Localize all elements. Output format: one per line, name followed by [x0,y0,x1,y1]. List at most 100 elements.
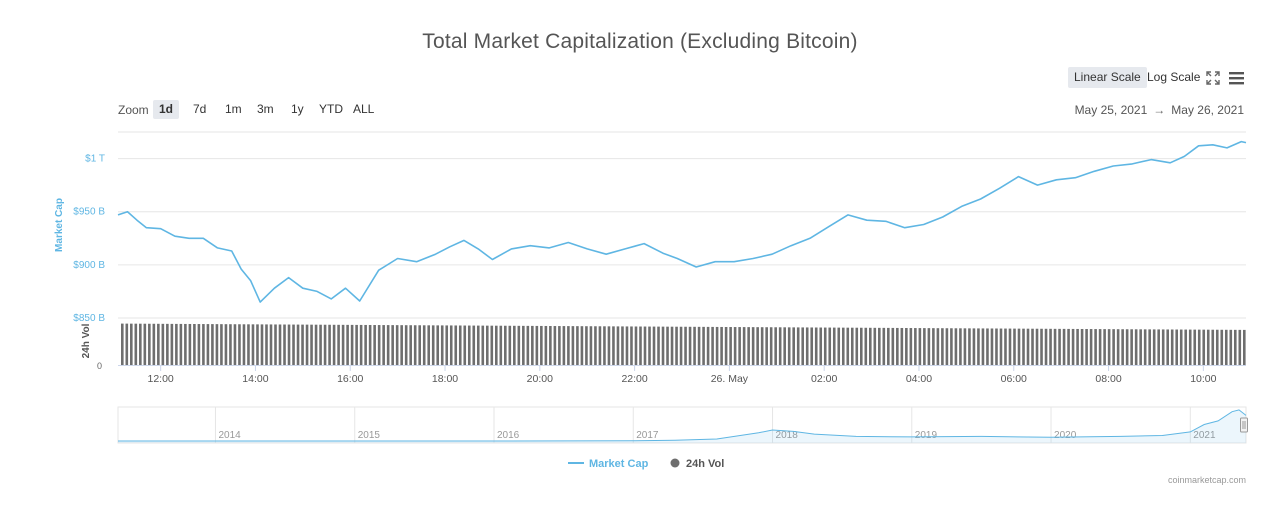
volume-bar [458,325,462,365]
zoom-ytd-button[interactable]: YTD [319,102,343,116]
volume-bar [720,326,723,365]
zoom-all-button[interactable]: ALL [353,102,375,116]
volume-bar [319,324,322,365]
volume-bar [1215,329,1219,365]
zoom-1m-button[interactable]: 1m [225,102,242,116]
volume-bar [950,328,953,365]
volume-bar [801,327,805,365]
volume-bar [328,324,331,365]
volume-bar [576,326,579,365]
volume-bar [1080,328,1084,365]
volume-bar [878,327,881,365]
volume-bar [796,327,800,365]
volume-bar [504,325,507,365]
volume-bar [1202,329,1206,365]
volume-bar [1094,329,1097,365]
volume-bar [923,328,926,365]
volume-bar [1062,328,1066,365]
volume-bar [724,326,728,365]
volume-bar [616,326,620,365]
volume-bar [630,326,633,365]
volume-bar [1026,328,1030,365]
volume-bar [391,325,394,365]
volume-bar [1089,329,1093,365]
volume-bar [157,323,160,365]
volume-bar [215,324,219,365]
volume-bar [1044,328,1048,365]
range-from-input[interactable]: May 25, 2021 [1074,103,1148,117]
volume-bar [1017,328,1021,365]
volume-bar [688,326,692,365]
volume-bar [400,325,403,365]
volume-bar [841,327,845,365]
volume-bar [661,326,665,365]
volume-bar [963,328,967,365]
volume-bar [1193,329,1197,365]
volume-bar [675,326,678,365]
volume-bar [517,325,521,365]
volume-bar [553,326,557,365]
volume-bar [905,328,908,365]
linear-scale-button[interactable]: Linear Scale [1068,67,1147,88]
volume-bar [233,324,237,365]
volume-bar [449,325,453,365]
volume-bar [914,328,917,365]
volume-bar [188,323,192,365]
volume-bar [1238,329,1242,365]
navigator-year-label: 2017 [636,430,659,441]
volume-bar [436,325,440,365]
credits-link[interactable]: coinmarketcap.com [1167,475,1246,485]
volume-bar [513,325,516,365]
x-tick-label: 12:00 [148,373,174,385]
log-scale-button[interactable]: Log Scale [1147,70,1201,84]
volume-bar [783,327,786,365]
range-arrow-icon: → [1153,103,1166,117]
volume-bar [238,324,241,365]
volume-bar [526,325,530,365]
volume-bar [310,324,313,365]
navigator-year-label: 2020 [1054,430,1077,441]
volume-bar [607,326,611,365]
legend-volume-swatch [670,458,680,468]
range-to-input[interactable]: May 26, 2021 [1171,103,1244,117]
menu-icon[interactable] [1228,70,1245,86]
volume-bar [742,327,746,365]
volume-bar [936,328,940,365]
fullscreen-icon[interactable] [1205,70,1221,86]
volume-bar [954,328,958,365]
volume-bar [305,324,309,365]
volume-bar [986,328,989,365]
volume-bar [612,326,615,365]
volume-bar [287,324,291,365]
volume-bar [121,323,124,365]
zoom-1y-button[interactable]: 1y [291,102,304,116]
market-cap-line [117,140,1247,303]
zoom-1d-button[interactable]: 1d [153,100,180,119]
x-tick-label: 10:00 [1190,373,1216,385]
x-tick-label: 20:00 [527,373,553,385]
navigator-handle [1240,417,1248,433]
volume-bar [1211,329,1215,365]
volume-bar [1152,329,1156,365]
volume-bar [445,325,449,365]
volume-bar [909,328,913,365]
volume-bar [314,324,318,365]
volume-bar [301,324,304,365]
volume-bar [589,326,593,365]
volume-bar [1112,329,1115,365]
volume-bar [738,327,741,365]
volume-bar [684,326,687,365]
volume-bar [1053,328,1057,365]
volume-bar [1031,328,1034,365]
x-tick-label: 22:00 [621,373,647,385]
zoom-3m-button[interactable]: 3m [257,102,274,116]
zoom-7d-button[interactable]: 7d [193,102,207,116]
volume-bar [819,327,823,365]
volume-bar [571,326,575,365]
volume-bar [887,327,890,365]
volume-bar [873,327,877,365]
volume-bar [733,327,737,365]
volume-bar [1184,329,1188,365]
volume-bar [625,326,629,365]
